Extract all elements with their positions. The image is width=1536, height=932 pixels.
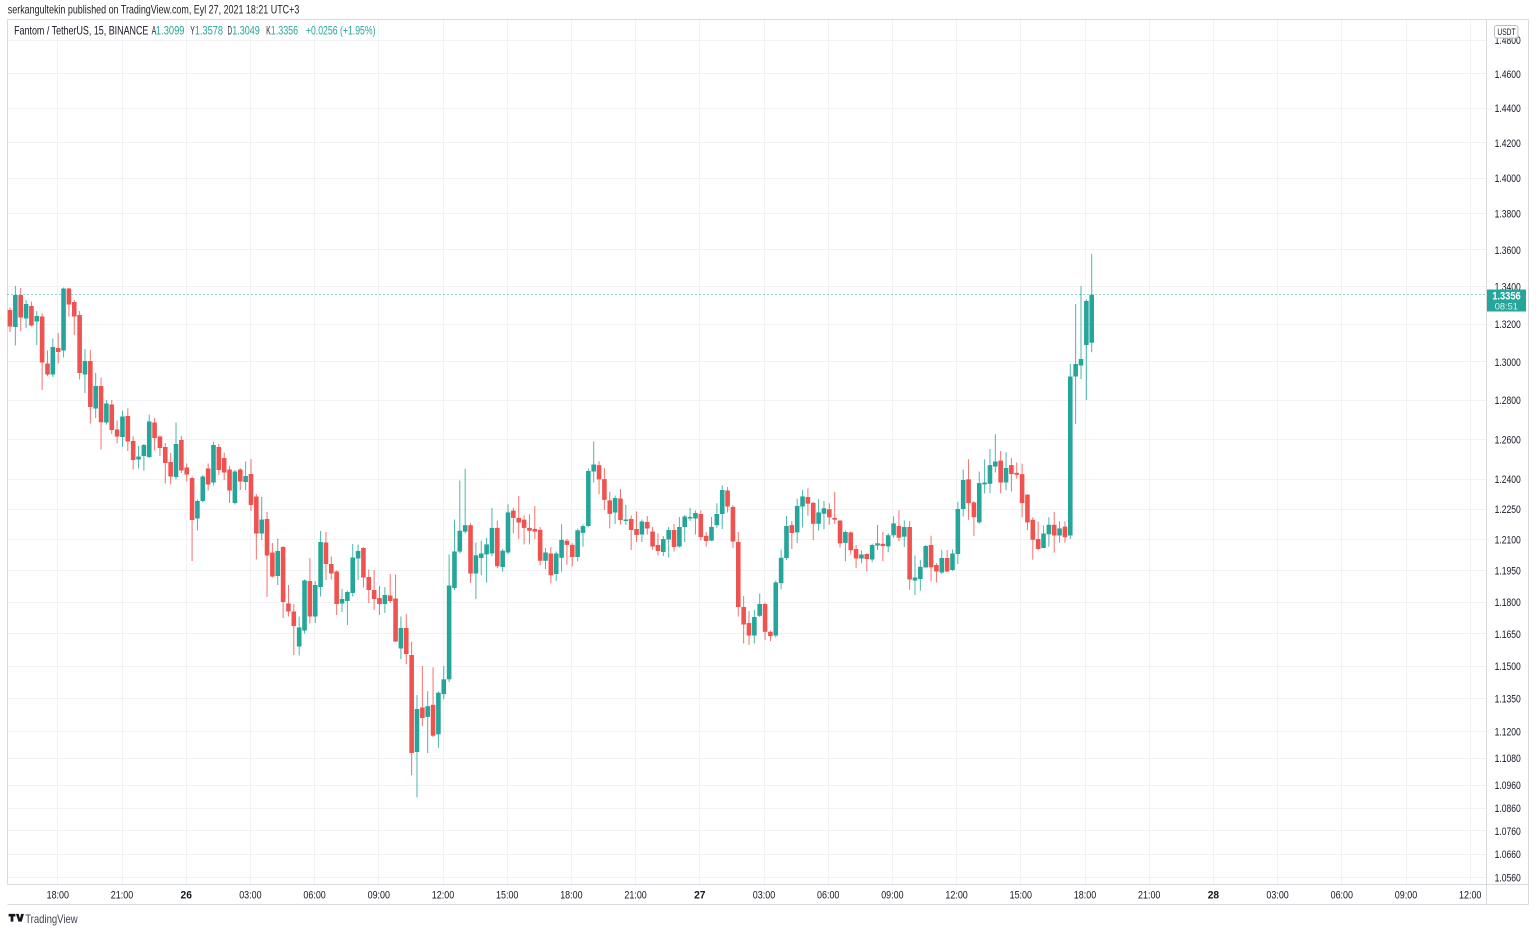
svg-text:A: A xyxy=(152,24,157,38)
svg-text:1.3099: 1.3099 xyxy=(156,24,185,38)
svg-text:09:00: 09:00 xyxy=(1395,890,1417,902)
svg-text:12:00: 12:00 xyxy=(1459,890,1481,902)
svg-text:21:00: 21:00 xyxy=(624,890,646,902)
svg-text:15:00: 15:00 xyxy=(496,890,518,902)
svg-text:06:00: 06:00 xyxy=(303,890,325,902)
svg-text:08:51: 08:51 xyxy=(1495,301,1518,312)
svg-text:21:00: 21:00 xyxy=(111,890,133,902)
svg-text:03:00: 03:00 xyxy=(1266,890,1288,902)
svg-text:1.1200: 1.1200 xyxy=(1495,727,1521,739)
svg-text:K: K xyxy=(266,24,271,38)
svg-text:1.3800: 1.3800 xyxy=(1495,209,1521,221)
svg-text:15:00: 15:00 xyxy=(1010,890,1032,902)
svg-text:1.2400: 1.2400 xyxy=(1495,474,1521,486)
svg-text:Fantom / TetherUS, 15, BINANCE: Fantom / TetherUS, 15, BINANCE xyxy=(14,24,148,38)
svg-text:serkangultekin published on Tr: serkangultekin published on TradingView.… xyxy=(8,4,300,17)
svg-text:1.1800: 1.1800 xyxy=(1495,597,1521,609)
svg-text:1.0860: 1.0860 xyxy=(1495,803,1521,815)
svg-text:06:00: 06:00 xyxy=(1331,890,1353,902)
svg-text:1.3200: 1.3200 xyxy=(1495,319,1521,331)
svg-text:18:00: 18:00 xyxy=(1074,890,1096,902)
svg-text:1.3356: 1.3356 xyxy=(271,24,299,38)
svg-text:21:00: 21:00 xyxy=(1138,890,1160,902)
svg-text:1.0560: 1.0560 xyxy=(1495,872,1521,884)
svg-text:03:00: 03:00 xyxy=(753,890,775,902)
svg-text:09:00: 09:00 xyxy=(368,890,390,902)
svg-text:1.1950: 1.1950 xyxy=(1495,566,1521,578)
svg-text:1.3000: 1.3000 xyxy=(1495,357,1521,369)
svg-text:18:00: 18:00 xyxy=(47,890,69,902)
svg-text:06:00: 06:00 xyxy=(817,890,839,902)
svg-text:03:00: 03:00 xyxy=(239,890,261,902)
svg-text:1.2100: 1.2100 xyxy=(1495,535,1521,547)
svg-text:Y: Y xyxy=(190,24,195,38)
svg-text:27: 27 xyxy=(694,890,705,902)
svg-text:1.2600: 1.2600 xyxy=(1495,434,1521,446)
svg-text:1.2800: 1.2800 xyxy=(1495,395,1521,407)
svg-text:1.1500: 1.1500 xyxy=(1495,661,1521,673)
svg-text:1.4600: 1.4600 xyxy=(1495,69,1521,81)
svg-text:1.2250: 1.2250 xyxy=(1495,504,1521,516)
svg-text:1.3578: 1.3578 xyxy=(195,24,224,38)
svg-text:1.4400: 1.4400 xyxy=(1495,103,1521,115)
svg-text:D: D xyxy=(228,24,233,38)
svg-text:1.1350: 1.1350 xyxy=(1495,694,1521,706)
svg-text:12:00: 12:00 xyxy=(945,890,967,902)
svg-text:USDT: USDT xyxy=(1497,27,1515,38)
svg-text:1.4200: 1.4200 xyxy=(1495,138,1521,150)
svg-text:12:00: 12:00 xyxy=(432,890,454,902)
svg-text:1.3049: 1.3049 xyxy=(232,24,260,38)
svg-text:1.4000: 1.4000 xyxy=(1495,173,1521,185)
svg-text:09:00: 09:00 xyxy=(881,890,903,902)
svg-text:26: 26 xyxy=(181,890,192,902)
svg-text:TradingView: TradingView xyxy=(25,912,78,926)
svg-text:1.0960: 1.0960 xyxy=(1495,780,1521,792)
svg-text:+0.0256 (+1.95%): +0.0256 (+1.95%) xyxy=(306,24,376,38)
svg-text:1.1650: 1.1650 xyxy=(1495,629,1521,641)
svg-text:28: 28 xyxy=(1208,890,1219,902)
svg-text:1.3356: 1.3356 xyxy=(1492,291,1521,303)
svg-text:1.3600: 1.3600 xyxy=(1495,245,1521,257)
svg-text:1.1080: 1.1080 xyxy=(1495,753,1521,765)
svg-text:1.0660: 1.0660 xyxy=(1495,849,1521,861)
svg-text:1.0760: 1.0760 xyxy=(1495,826,1521,838)
svg-text:18:00: 18:00 xyxy=(560,890,582,902)
